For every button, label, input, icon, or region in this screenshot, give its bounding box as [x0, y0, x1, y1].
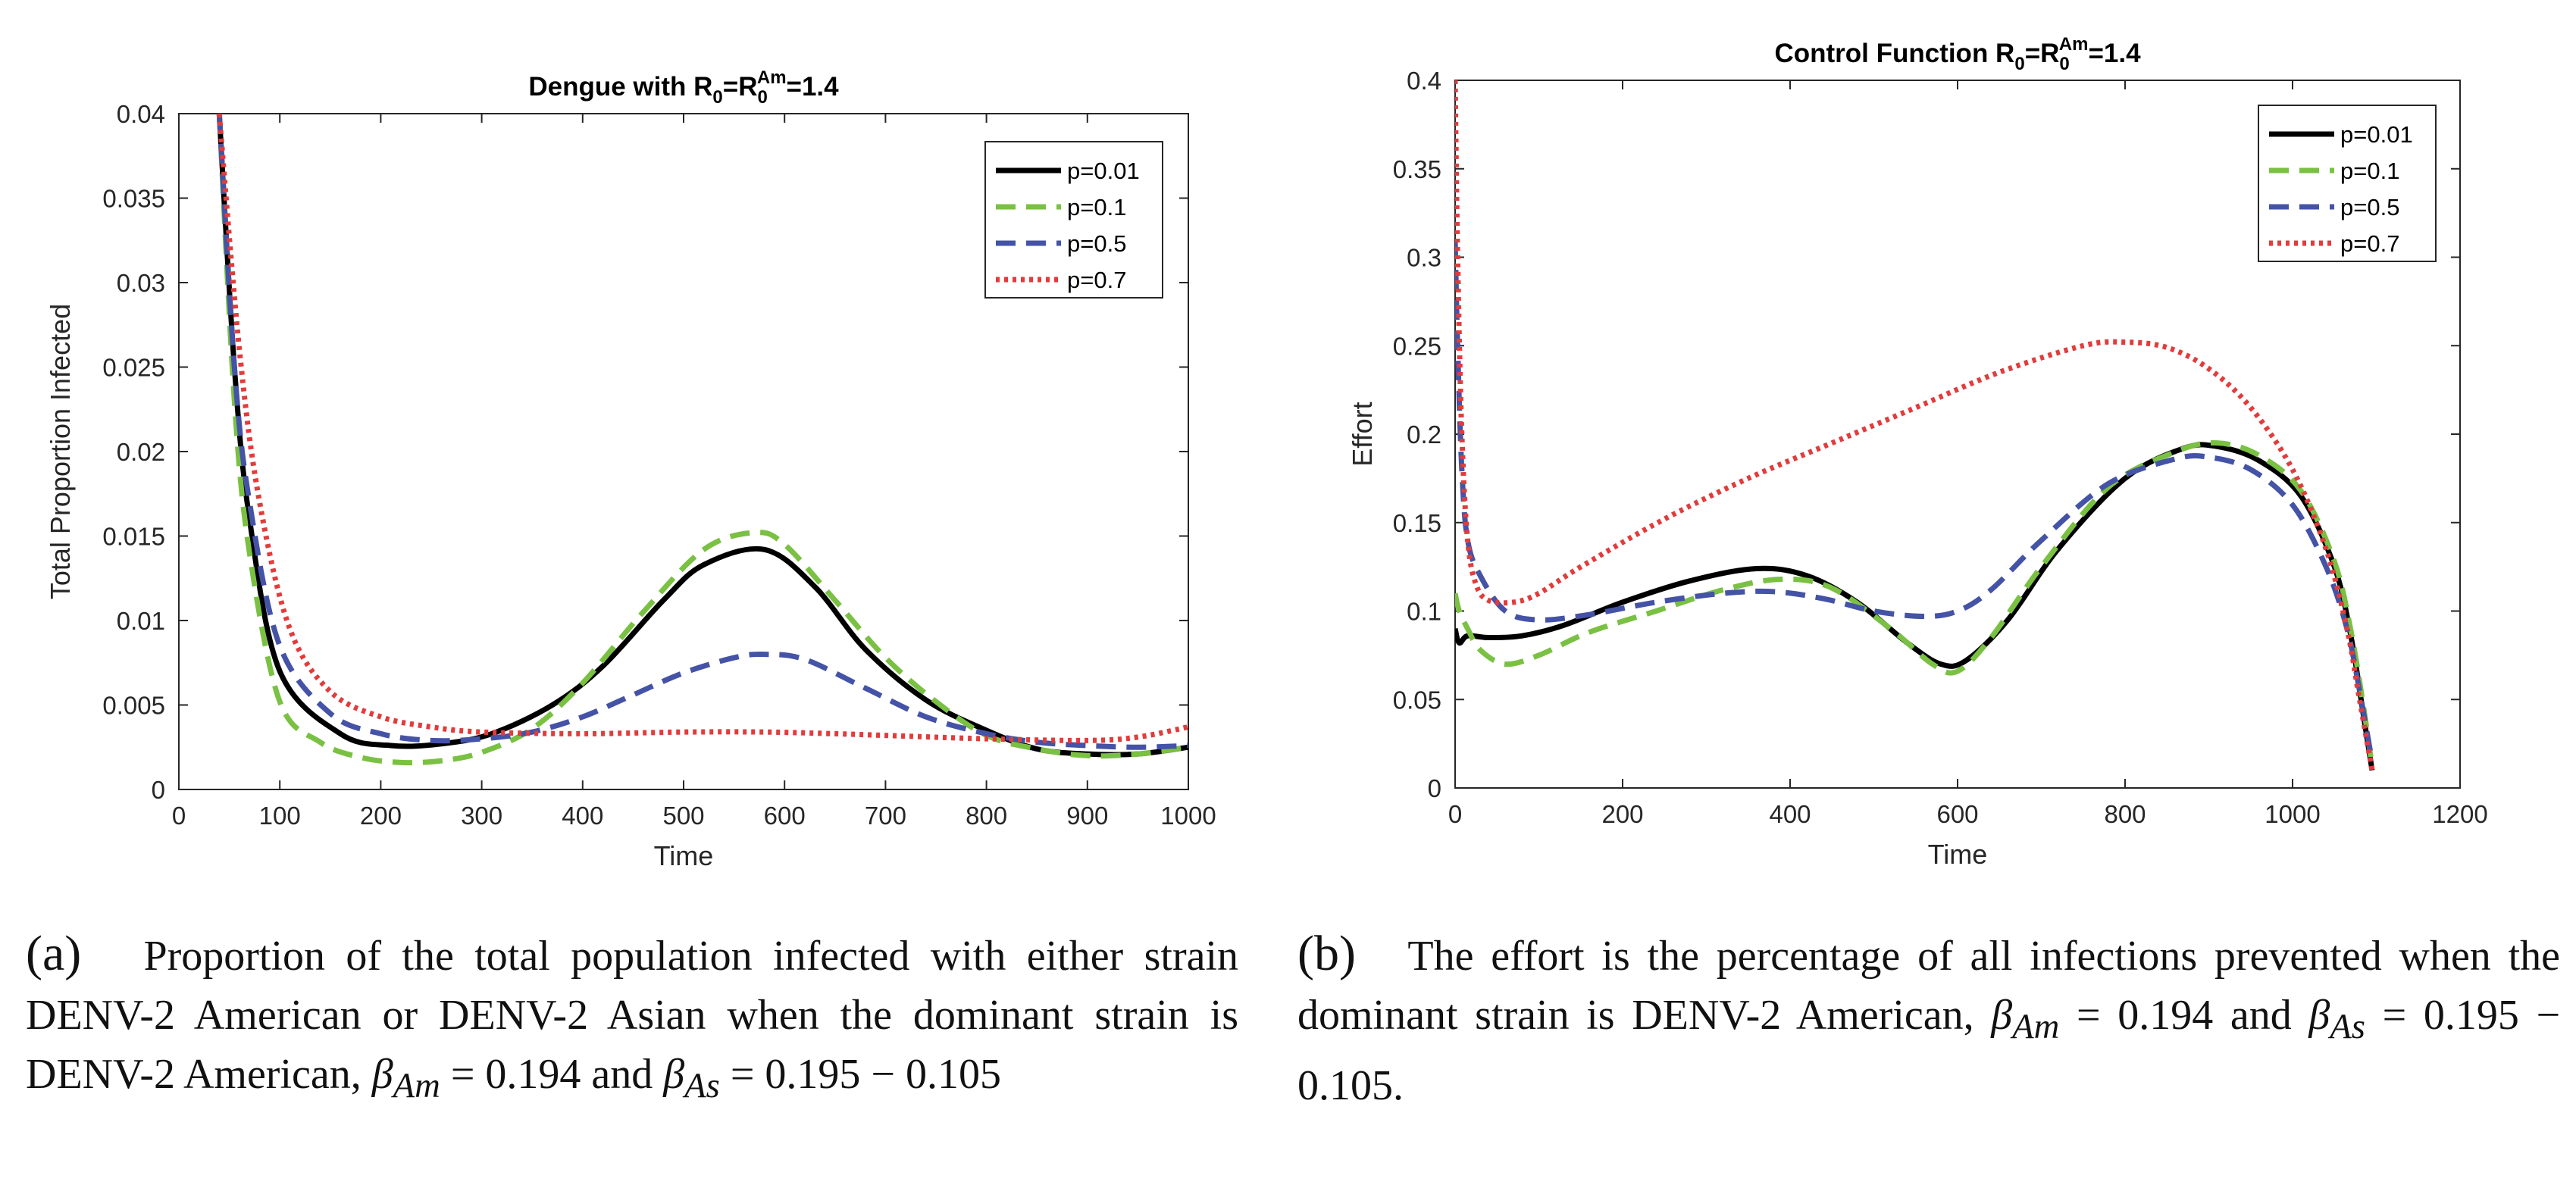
charta-series-p=0.01	[216, 114, 1188, 758]
caption-a-beta-as: β	[663, 1051, 685, 1098]
chartb-xtick-label: 1000	[2265, 800, 2320, 828]
charta-ytick-label: 0.005	[102, 692, 165, 720]
charta-series-p=0.7	[216, 114, 1188, 743]
chartb-ytick-label: 0.15	[1393, 509, 1441, 537]
caption-b-beta-as-val: = 0.195 − 0.105.	[1297, 992, 2561, 1110]
chartb-ytick-label: 0	[1428, 774, 1441, 802]
chartb-xtick-label: 200	[1601, 800, 1643, 828]
charta-ytick-label: 0.035	[102, 185, 165, 213]
charta-xtick-label: 600	[764, 802, 806, 830]
chartb-xlabel: Time	[1928, 839, 1988, 870]
caption-b-beta-as: β	[2308, 992, 2330, 1039]
chartb-ytick-label: 0.25	[1393, 332, 1441, 360]
charta-xtick-label: 500	[662, 802, 704, 830]
caption-b-beta-as-sub: As	[2330, 1007, 2365, 1047]
charta-xtick-label: 300	[461, 802, 502, 830]
caption-b-text: The effort is the percentage of all infe…	[1297, 933, 2561, 1039]
chartb-legend-box	[2258, 105, 2437, 262]
charta-title: Dengue with R0=R0Am=1.4	[528, 67, 839, 108]
caption-b: (b) The effort is the percentage of all …	[1297, 924, 2560, 1115]
chartb-legend: p=0.01 p=0.1 p=0.5 p=0.7	[2258, 105, 2437, 262]
caption-a-beta-am-val: = 0.194	[450, 1051, 581, 1098]
charta-legend-label-p=0.7: p=0.7	[1067, 267, 1126, 293]
charta-ylabel: Total Proportion Infected	[45, 304, 76, 599]
charta-xlabel: Time	[654, 840, 714, 871]
charta-xtick-label: 400	[562, 802, 603, 830]
charta-legend-box	[984, 141, 1163, 299]
charta-ytick-label: 0.02	[117, 438, 165, 466]
caption-b-label: (b)	[1297, 926, 1356, 981]
charta-xtick-label: 0	[172, 802, 186, 830]
charta-series-p=0.5	[216, 114, 1188, 750]
chartb-legend-label-p=0.7: p=0.7	[2340, 230, 2399, 257]
chartb-ytick-label: 0.3	[1407, 244, 1441, 272]
caption-a-beta-am-sub: Am	[393, 1066, 440, 1106]
chartb-series-p=0.01	[1455, 442, 2375, 771]
charta-legend: p=0.01 p=0.1 p=0.5 p=0.7	[984, 141, 1163, 299]
chartb-series-p=0.7	[1455, 80, 2375, 771]
charta-xtick-label: 700	[865, 802, 906, 830]
chartb-xtick-label: 400	[1769, 800, 1811, 828]
chartb-legend-label-p=0.5: p=0.5	[2340, 194, 2399, 220]
charta-legend-label-p=0.1: p=0.1	[1067, 194, 1126, 220]
charta-ytick-label: 0.04	[117, 100, 165, 128]
chartb-ytick-label: 0.2	[1407, 420, 1441, 449]
caption-a: (a) Proportion of the total population i…	[26, 924, 1238, 1115]
chart-a: Dengue with R0=R0Am=1.4 0 100 200 300 400 500 6…	[45, 67, 1216, 871]
chart-b: Control Function R0=R0Am=1.4 0 200 400 600 80…	[1347, 34, 2488, 870]
chartb-ytick-label: 0.1	[1407, 598, 1441, 626]
chartb-legend-label-p=0.01: p=0.01	[2340, 121, 2413, 148]
charta-ytick-label: 0.015	[102, 523, 165, 551]
caption-a-text: Proportion of the total population infec…	[26, 933, 1239, 1098]
caption-a-and: and	[591, 1051, 653, 1098]
chartb-xtick-label: 600	[1936, 800, 1978, 828]
caption-b-beta-am-val: = 0.194 and	[2077, 992, 2292, 1039]
chartb-ytick-label: 0.35	[1393, 155, 1441, 183]
charta-xtick-label: 1000	[1160, 802, 1216, 830]
caption-a-label: (a)	[26, 926, 82, 981]
charta-xtick-label: 200	[360, 802, 402, 830]
charta-xtick-label: 800	[966, 802, 1007, 830]
charta-ytick-label: 0	[152, 776, 165, 804]
caption-b-beta-am-sub: Am	[2012, 1007, 2060, 1047]
chartb-title: Control Function R0=R0Am=1.4	[1774, 34, 2141, 74]
caption-a-beta-am: β	[371, 1051, 393, 1098]
chartb-xtick-label: 0	[1448, 800, 1462, 828]
chartb-ytick-label: 0.4	[1407, 67, 1441, 95]
chartb-ylabel: Effort	[1347, 402, 1378, 466]
charta-legend-label-p=0.5: p=0.5	[1067, 230, 1126, 257]
chartb-xtick-label: 800	[2104, 800, 2146, 828]
chartb-xtick-label: 1200	[2432, 800, 2487, 828]
charta-ytick-label: 0.025	[102, 354, 165, 382]
chartb-ytick-label: 0.05	[1393, 686, 1441, 714]
charta-xtick-label: 900	[1066, 802, 1108, 830]
charta-xtick-label: 100	[259, 802, 301, 830]
charta-ytick-label: 0.01	[117, 607, 165, 635]
charta-legend-label-p=0.01: p=0.01	[1067, 158, 1140, 184]
charta-ytick-label: 0.03	[117, 269, 165, 297]
caption-b-beta-am: β	[1991, 992, 2013, 1039]
chartb-series-p=0.1	[1455, 440, 2375, 768]
chartb-series-p=0.5	[1455, 239, 2375, 762]
caption-a-beta-as-val: = 0.195 − 0.105	[730, 1051, 1001, 1098]
caption-a-beta-as-sub: As	[684, 1066, 720, 1106]
chartb-legend-label-p=0.1: p=0.1	[2340, 158, 2399, 184]
